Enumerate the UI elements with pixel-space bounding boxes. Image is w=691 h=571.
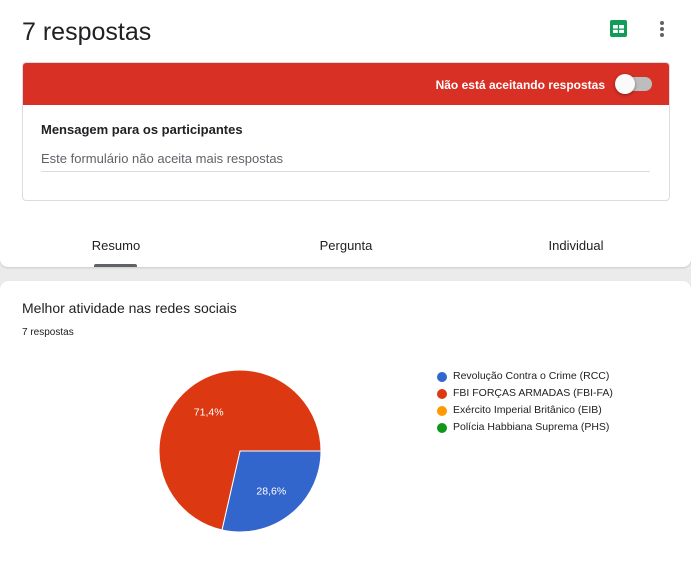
not-accepting-label: Não está aceitando respostas xyxy=(435,78,605,92)
legend-label: Polícia Habbiana Suprema (PHS) xyxy=(453,421,610,433)
more-vert-icon[interactable] xyxy=(652,18,672,40)
pie-label-1: 71,4% xyxy=(194,407,224,419)
tab-resumo[interactable]: Resumo xyxy=(91,238,141,253)
question-card: Melhor atividade nas redes sociais 7 res… xyxy=(0,281,691,571)
accepting-responses-panel: Não está aceitando respostas Mensagem pa… xyxy=(22,62,670,201)
not-accepting-banner: Não está aceitando respostas xyxy=(23,63,669,105)
legend-label: Exército Imperial Britânico (EIB) xyxy=(453,404,602,416)
active-tab-indicator xyxy=(94,264,137,267)
legend-label: Revolução Contra o Crime (RCC) xyxy=(453,370,610,382)
legend-color-dot xyxy=(437,406,447,416)
legend-color-dot xyxy=(437,372,447,382)
participants-message-input[interactable] xyxy=(41,145,650,172)
question-response-count: 7 respostas xyxy=(22,327,74,338)
pie-slice-1[interactable] xyxy=(158,369,322,531)
pie-slice-0[interactable] xyxy=(221,450,322,533)
question-title: Melhor atividade nas redes sociais xyxy=(22,300,237,316)
tab-individual[interactable]: Individual xyxy=(548,238,604,253)
legend-color-dot xyxy=(437,423,447,433)
toggle-knob xyxy=(615,74,635,94)
google-sheets-icon[interactable] xyxy=(610,20,627,37)
legend-label: FBI FORÇAS ARMADAS (FBI-FA) xyxy=(453,387,613,399)
pie-label-0: 28,6% xyxy=(256,485,286,497)
legend-color-dot xyxy=(437,389,447,399)
accepting-responses-toggle[interactable] xyxy=(615,74,652,94)
summary-card: 7 respostas Não está aceitando respostas… xyxy=(0,0,691,267)
responses-title: 7 respostas xyxy=(22,18,152,46)
pie-chart: 28,6% 71,4% xyxy=(158,369,322,533)
participants-message-label: Mensagem para os participantes xyxy=(41,122,243,137)
tab-pergunta[interactable]: Pergunta xyxy=(319,238,373,253)
